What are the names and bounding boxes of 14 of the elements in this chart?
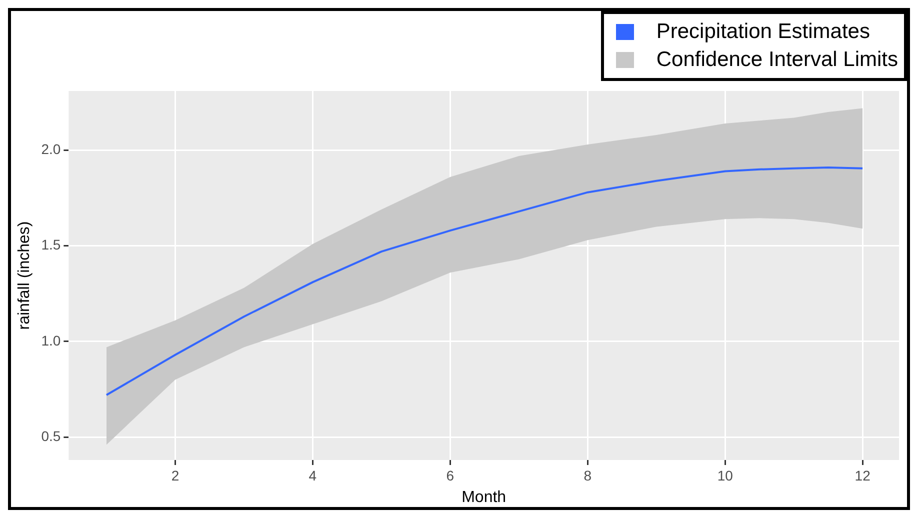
x-tick-label: 12 xyxy=(854,467,871,484)
x-tick-label: 4 xyxy=(308,467,317,484)
text: Confidence Interval Limits xyxy=(656,47,898,73)
x-tick-label: 2 xyxy=(171,467,180,484)
legend-label: Precipitation Estimates xyxy=(656,19,870,45)
x-axis-title: Month xyxy=(462,488,506,506)
y-tick-label: 1.0 xyxy=(41,332,61,348)
x-tick-label: 10 xyxy=(717,467,734,484)
y-tick-label: 1.5 xyxy=(41,236,61,253)
x-tick-label: 6 xyxy=(446,467,454,484)
y-axis-title: rainfall (inches) xyxy=(16,221,34,330)
y-tick-label: 0.5 xyxy=(41,428,61,444)
x-tick-label: 8 xyxy=(584,467,592,484)
y-tick-label: 2.0 xyxy=(41,141,61,158)
